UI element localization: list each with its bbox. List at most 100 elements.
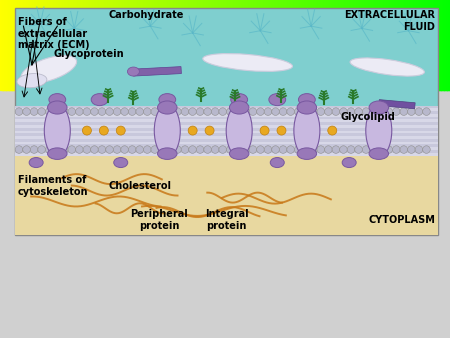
Bar [202,0,205,90]
Bar [325,0,328,90]
Circle shape [385,146,392,153]
Bar [15,142,438,144]
Bar [145,0,148,90]
Circle shape [106,146,113,153]
Circle shape [196,108,204,115]
Circle shape [272,108,279,115]
Bar [15,108,438,111]
Ellipse shape [91,94,108,105]
Circle shape [317,108,324,115]
Bar [108,0,111,90]
Circle shape [158,146,166,153]
Circle shape [83,108,91,115]
Bar [395,0,397,90]
Bar [127,0,130,90]
Bar [82,0,85,90]
Bar [50,0,52,90]
Circle shape [90,146,98,153]
Bar [15,8,438,235]
Bar [366,0,369,90]
Bar [186,0,189,90]
Bar [140,0,142,90]
Circle shape [272,146,279,153]
Bar [408,0,410,90]
Circle shape [310,108,317,115]
Bar [136,0,139,90]
Circle shape [370,108,378,115]
Bar [446,0,448,90]
Bar [19,0,22,90]
Ellipse shape [49,94,66,105]
Bar [15,119,438,122]
Bar [230,0,232,90]
Bar [364,0,367,90]
Bar [40,0,43,90]
Circle shape [294,108,302,115]
Bar [199,0,202,90]
Bar [53,0,55,90]
Bar [102,0,104,90]
Bar [27,0,30,90]
Circle shape [204,146,211,153]
Bar [46,0,49,90]
Bar [201,0,203,90]
Circle shape [15,108,23,115]
Ellipse shape [159,94,176,105]
Bar [114,0,117,90]
Bar [130,0,133,90]
Circle shape [76,146,83,153]
Bar [96,0,99,90]
Ellipse shape [158,101,177,114]
Bar [264,0,266,90]
Circle shape [287,108,294,115]
Bar [224,0,226,90]
Bar [0,0,3,90]
Circle shape [355,108,362,115]
Bar [444,0,446,90]
Ellipse shape [297,148,317,160]
Bar [318,0,320,90]
Bar [112,0,115,90]
Bar [345,0,347,90]
Circle shape [166,146,174,153]
Ellipse shape [270,158,284,168]
Bar [314,0,316,90]
Text: Integral
protein: Integral protein [205,210,248,231]
Circle shape [106,108,113,115]
Bar [379,100,415,109]
Bar [126,0,129,90]
Circle shape [277,126,286,135]
Ellipse shape [44,104,70,157]
Ellipse shape [230,148,249,160]
Bar [274,0,277,90]
Bar [267,0,270,90]
Bar [220,0,223,90]
Bar [33,0,36,90]
Circle shape [400,108,408,115]
Bar [447,0,450,90]
Bar [273,0,275,90]
Bar [111,0,113,90]
Bar [206,0,208,90]
Text: Glycoprotein: Glycoprotein [53,49,124,59]
Bar [80,0,82,90]
Ellipse shape [29,158,43,168]
Bar [346,0,349,90]
Circle shape [264,108,272,115]
Bar [76,0,79,90]
Circle shape [204,108,211,115]
Bar [107,0,109,90]
Ellipse shape [203,54,292,71]
Circle shape [226,146,234,153]
Bar [244,0,247,90]
Bar [161,0,163,90]
Ellipse shape [369,101,388,114]
Bar [303,0,306,90]
Bar [405,0,408,90]
Bar [120,0,122,90]
Bar [35,0,37,90]
Bar [339,0,342,90]
Bar [14,0,16,90]
Bar [24,0,27,90]
Bar [327,0,329,90]
